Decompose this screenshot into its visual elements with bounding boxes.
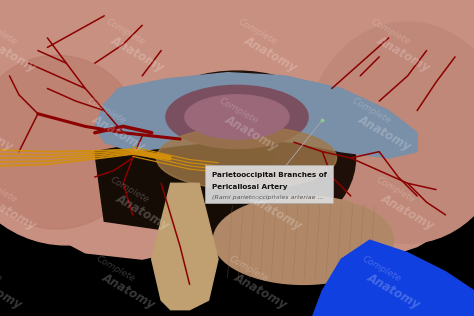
Text: Complete: Complete <box>109 175 151 204</box>
Text: Anatomy: Anatomy <box>223 112 281 153</box>
Ellipse shape <box>308 22 474 243</box>
Text: Anatomy: Anatomy <box>356 112 413 153</box>
FancyBboxPatch shape <box>205 165 333 203</box>
Ellipse shape <box>156 126 337 190</box>
Text: Anatomy: Anatomy <box>242 33 300 74</box>
Text: Complete: Complete <box>104 17 146 46</box>
Text: Complete: Complete <box>0 254 4 283</box>
Text: (Rami parietooccipitales arteriae ...: (Rami parietooccipitales arteriae ... <box>212 195 323 200</box>
Text: Complete: Complete <box>228 254 270 283</box>
Ellipse shape <box>185 95 289 139</box>
Polygon shape <box>95 139 275 237</box>
Text: Anatomy: Anatomy <box>100 270 157 311</box>
Text: Complete: Complete <box>218 96 260 125</box>
Polygon shape <box>313 240 474 316</box>
Text: Complete: Complete <box>85 96 128 125</box>
Ellipse shape <box>0 55 142 229</box>
Ellipse shape <box>166 85 308 149</box>
Text: Complete: Complete <box>242 175 284 204</box>
Text: Complete: Complete <box>0 17 18 46</box>
Text: Anatomy: Anatomy <box>0 270 25 311</box>
Text: Anatomy: Anatomy <box>114 191 172 232</box>
Ellipse shape <box>0 8 180 245</box>
Text: Anatomy: Anatomy <box>232 270 290 311</box>
Text: Anatomy: Anatomy <box>0 33 39 74</box>
Text: Complete: Complete <box>237 17 279 46</box>
Text: Anatomy: Anatomy <box>109 33 167 74</box>
Text: Anatomy: Anatomy <box>90 112 148 153</box>
Text: Complete: Complete <box>95 254 137 283</box>
Polygon shape <box>95 73 417 158</box>
Text: Parietooccipital Branches of: Parietooccipital Branches of <box>212 172 327 178</box>
Ellipse shape <box>118 71 356 245</box>
Text: Complete: Complete <box>374 175 417 204</box>
Text: Anatomy: Anatomy <box>365 270 423 311</box>
Polygon shape <box>0 0 474 259</box>
Text: Anatomy: Anatomy <box>246 191 304 232</box>
Text: Complete: Complete <box>0 175 18 204</box>
Text: Complete: Complete <box>360 254 402 283</box>
Polygon shape <box>152 183 218 310</box>
Text: Complete: Complete <box>370 17 412 46</box>
Text: Anatomy: Anatomy <box>374 33 432 74</box>
Text: Pericallosal Artery: Pericallosal Artery <box>212 184 287 190</box>
Text: Anatomy: Anatomy <box>0 191 39 232</box>
Text: Anatomy: Anatomy <box>0 112 15 153</box>
Text: Anatomy: Anatomy <box>379 191 437 232</box>
Ellipse shape <box>213 196 393 284</box>
Text: Complete: Complete <box>351 96 393 125</box>
